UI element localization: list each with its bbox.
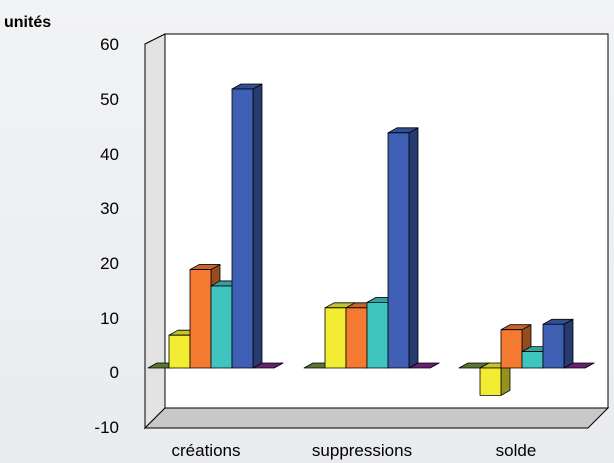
bar-front-face (189, 269, 212, 369)
bar (542, 318, 574, 369)
bar (408, 362, 440, 369)
plot-floor (143, 407, 610, 429)
y-tick-label: 20 (100, 254, 119, 273)
y-tick-label: 30 (100, 199, 119, 218)
bar-series-group (147, 83, 595, 396)
bar-front-face (521, 351, 544, 369)
y-tick-label: 10 (100, 309, 119, 328)
bar-front-face (387, 132, 410, 369)
x-category-label: solde (496, 441, 537, 460)
y-tick-label: 60 (100, 35, 119, 54)
bar (231, 83, 263, 369)
bar (387, 127, 419, 369)
bar-side-face (408, 127, 419, 369)
bar-front-face (231, 88, 254, 369)
bar-front-face (324, 307, 347, 369)
plot-side-wall (144, 33, 166, 430)
bar-front-face (210, 285, 233, 369)
y-tick-label: 50 (100, 90, 119, 109)
x-category-label: créations (172, 441, 241, 460)
y-tick-label: 0 (110, 363, 119, 382)
bar-front-face (500, 329, 523, 369)
y-tick-label: 40 (100, 145, 119, 164)
bar (563, 362, 595, 369)
bar-front-face (366, 301, 389, 369)
y-tick-label: -10 (94, 418, 119, 437)
bar-top-face (563, 362, 595, 369)
bar-side-face (252, 83, 263, 369)
bar-front-face (542, 323, 565, 369)
plot-back-wall (144, 33, 609, 430)
bar-front-face (479, 367, 502, 396)
bar-front-face (345, 307, 368, 369)
y-axis-unit-label: unités (4, 14, 51, 31)
bar-top-face (408, 362, 440, 369)
bar-top-face (252, 362, 284, 369)
bar-side-face (563, 318, 574, 369)
bar (252, 362, 284, 369)
x-category-label: suppressions (312, 441, 412, 460)
bar-front-face (168, 334, 191, 369)
